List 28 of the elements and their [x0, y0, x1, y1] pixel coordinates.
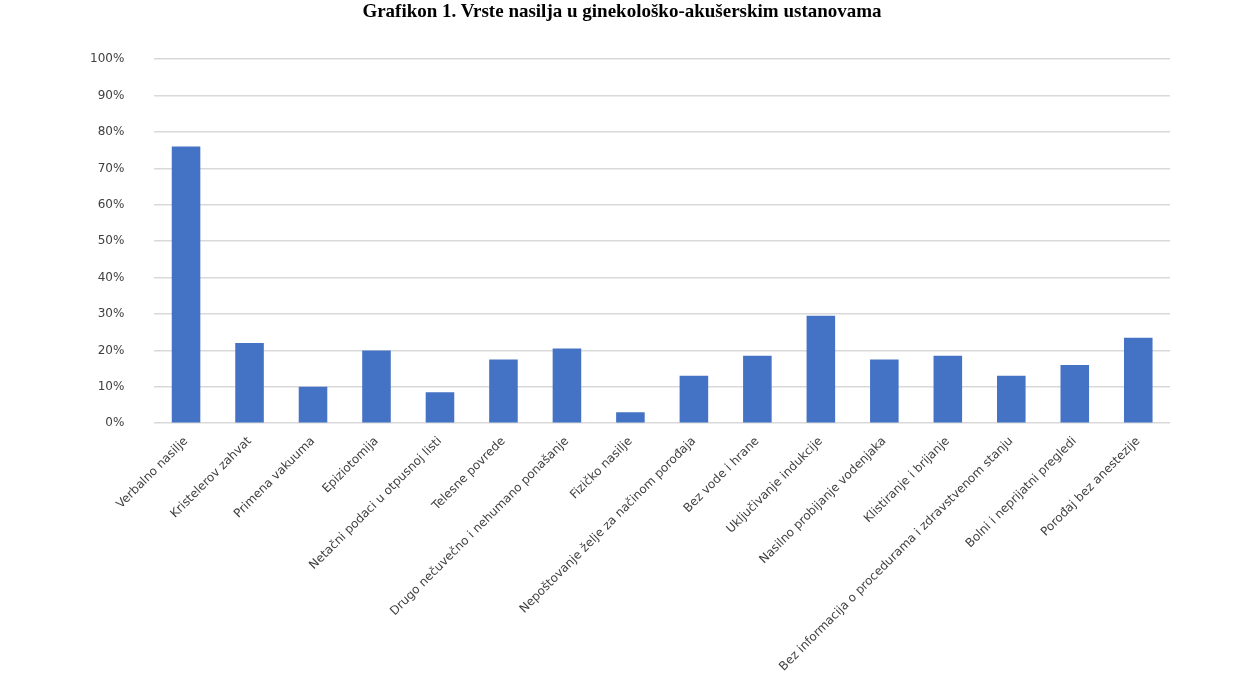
chart-title: Grafikon 1. Vrste nasilja u ginekološko-akušerskim ustanovama: [361, 0, 883, 22]
y-tick-label: 50%: [97, 233, 125, 248]
y-tick-label: 90%: [97, 87, 125, 102]
bar: [1123, 337, 1153, 423]
bar: [870, 359, 899, 423]
bar: [1060, 364, 1090, 423]
y-tick-label: 100%: [89, 51, 125, 66]
y-tick-label: 40%: [97, 269, 125, 284]
bar: [806, 315, 836, 423]
bar: [425, 392, 455, 423]
bar: [235, 343, 264, 423]
y-tick-label: 30%: [97, 306, 125, 321]
bar: [679, 375, 709, 423]
bar: [552, 348, 582, 423]
bar: [933, 355, 963, 423]
y-tick-label: 80%: [97, 124, 125, 139]
bar: [362, 350, 391, 423]
bar: [171, 146, 201, 423]
bar: [298, 386, 328, 423]
y-tick-label: 20%: [97, 342, 125, 357]
y-tick-label: 10%: [97, 378, 125, 393]
y-tick-label: 60%: [97, 196, 125, 211]
y-tick-label: 0%: [105, 415, 125, 430]
y-tick-label: 70%: [97, 160, 125, 175]
bar: [489, 359, 518, 423]
bar: [743, 355, 772, 423]
bar: [616, 412, 645, 423]
bar: [997, 375, 1026, 423]
